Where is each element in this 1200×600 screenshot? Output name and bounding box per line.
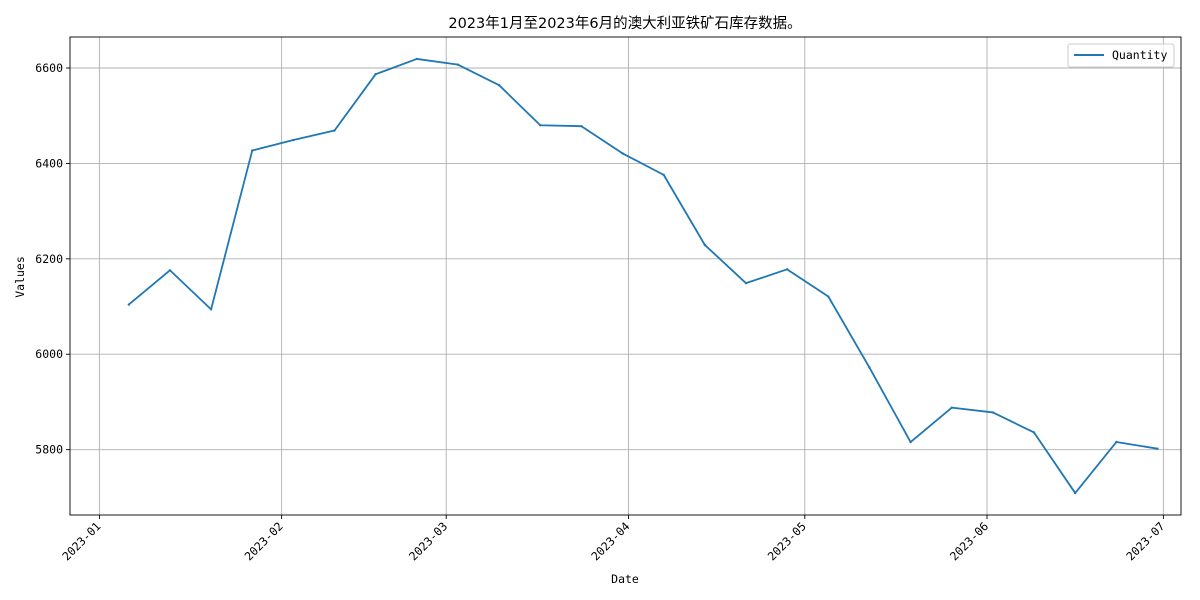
data-point bbox=[1115, 440, 1118, 444]
x-axis-label: Date bbox=[611, 572, 639, 586]
legend-label-quantity: Quantity bbox=[1112, 48, 1167, 62]
data-point bbox=[909, 440, 912, 444]
y-tick-label: 5800 bbox=[35, 443, 63, 457]
y-tick-label: 6400 bbox=[35, 156, 63, 170]
data-point bbox=[744, 281, 748, 285]
x-tick-label: 2023-04 bbox=[588, 519, 632, 563]
data-point bbox=[827, 295, 830, 298]
series-layer bbox=[127, 57, 1159, 495]
plot-frame bbox=[69, 36, 1182, 516]
data-point bbox=[168, 269, 172, 272]
data-point bbox=[950, 406, 953, 409]
x-tick-label: 2023-03 bbox=[406, 519, 450, 563]
data-point bbox=[333, 129, 336, 132]
data-point bbox=[127, 303, 130, 306]
data-point bbox=[991, 411, 995, 414]
x-axis-ticks: 2023-01 2023-02 2023-03 2023-04 2023-05 2023-… bbox=[59, 515, 1168, 563]
x-tick-label: 2023-06 bbox=[947, 519, 991, 563]
data-point bbox=[703, 243, 707, 247]
data-point bbox=[1156, 447, 1159, 450]
x-tick-label: 2023-01 bbox=[59, 519, 103, 563]
data-point bbox=[415, 57, 419, 61]
data-point bbox=[621, 152, 624, 155]
data-point bbox=[251, 149, 254, 152]
legend-box bbox=[1067, 43, 1175, 68]
y-axis-ticks: 5800 6000 6200 6400 6600 bbox=[35, 61, 70, 457]
y-tick-label: 6600 bbox=[35, 61, 63, 75]
data-point bbox=[209, 308, 213, 311]
data-point bbox=[1073, 491, 1077, 495]
data-point bbox=[456, 63, 460, 66]
data-point bbox=[868, 366, 871, 369]
data-point bbox=[374, 73, 377, 76]
data-point bbox=[580, 125, 583, 128]
data-point bbox=[292, 138, 295, 142]
x-tick-label: 2023-07 bbox=[1123, 519, 1167, 563]
data-point bbox=[497, 83, 501, 87]
series-line-quantity bbox=[128, 58, 1158, 494]
x-tick-label: 2023-02 bbox=[242, 519, 286, 563]
y-tick-label: 6000 bbox=[35, 347, 63, 361]
y-tick-label: 6200 bbox=[35, 252, 63, 266]
legend: Quantity bbox=[1067, 43, 1175, 68]
y-axis-label: Values bbox=[13, 256, 27, 298]
grid-lines bbox=[70, 37, 1181, 515]
data-point bbox=[1032, 431, 1036, 434]
x-tick-label: 2023-05 bbox=[765, 519, 809, 563]
data-point bbox=[785, 268, 789, 271]
chart-title: 2023年1月至2023年6月的澳大利亚铁矿石库存数据。 bbox=[448, 15, 801, 32]
data-point bbox=[539, 124, 542, 127]
data-point bbox=[662, 173, 665, 177]
